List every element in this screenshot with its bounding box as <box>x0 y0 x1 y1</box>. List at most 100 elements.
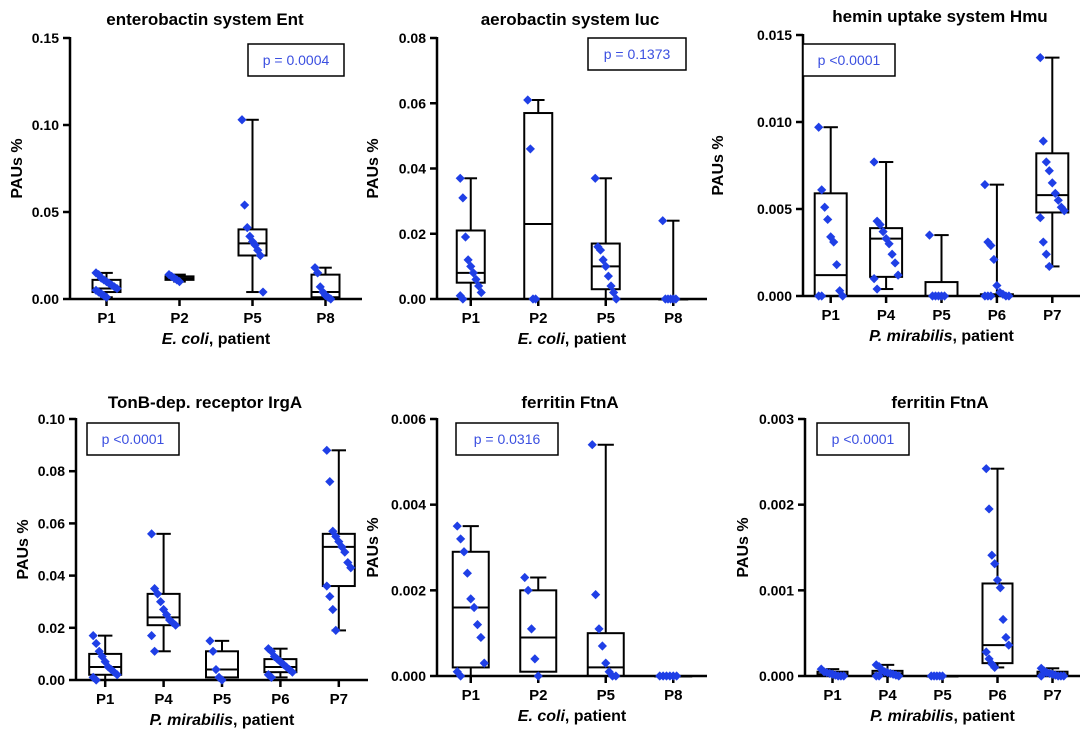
data-point <box>258 287 268 297</box>
box-P7 <box>1035 152 1070 214</box>
data-point <box>237 115 247 125</box>
y-axis-label: PAUs % <box>15 519 32 579</box>
data-point <box>1044 261 1054 272</box>
data-point <box>531 294 541 304</box>
data-point <box>839 671 849 681</box>
chart-title: TonB-dep. receptor IrgA <box>108 393 302 412</box>
data-point <box>255 250 265 261</box>
x-tick-label: P5 <box>213 691 231 708</box>
data-point <box>1035 53 1045 63</box>
data-point <box>217 675 227 685</box>
data-point <box>1044 166 1054 176</box>
data-point <box>94 646 104 656</box>
data-point <box>272 654 282 664</box>
data-point <box>609 287 619 298</box>
data-point <box>1004 291 1014 301</box>
data-point <box>1001 632 1011 643</box>
data-point <box>322 581 332 591</box>
data-point <box>884 239 894 249</box>
y-tick-label: 0.003 <box>759 411 794 427</box>
data-point <box>594 624 604 634</box>
data-point <box>281 662 291 672</box>
data-point <box>601 658 611 668</box>
x-axis-label-suffix: , patient <box>953 708 1015 725</box>
box-P1 <box>451 550 490 669</box>
data-point <box>1041 249 1051 259</box>
data-point <box>832 260 842 270</box>
data-point <box>984 654 994 664</box>
data-point <box>340 547 350 557</box>
y-tick-label: 0.02 <box>38 620 65 636</box>
x-tick-label: P5 <box>597 310 615 327</box>
data-point <box>328 604 338 615</box>
data-point <box>1035 213 1045 223</box>
data-point <box>890 258 900 268</box>
x-tick-label: P2 <box>529 687 547 704</box>
data-point <box>479 658 489 668</box>
data-point <box>456 534 466 544</box>
box-P1 <box>455 229 486 284</box>
data-point <box>526 624 537 634</box>
data-point <box>171 620 181 630</box>
data-point <box>346 563 356 573</box>
box-P2 <box>523 112 554 300</box>
data-point <box>869 274 879 284</box>
y-tick-label: 0.00 <box>399 291 426 307</box>
data-point <box>284 664 294 675</box>
y-tick-label: 0.000 <box>391 668 426 684</box>
y-tick-label: 0.15 <box>32 30 59 46</box>
x-tick-label: P8 <box>664 687 682 704</box>
data-point <box>313 268 323 278</box>
data-point <box>88 631 98 641</box>
box-P5 <box>205 650 239 679</box>
x-axis-label-species: P. mirabilis <box>869 328 952 345</box>
data-point <box>91 638 101 649</box>
x-tick-label: P8 <box>664 310 682 327</box>
x-tick-label: P1 <box>823 687 841 704</box>
p-value-label: p <0.0001 <box>102 431 165 447</box>
x-tick-label: P2 <box>529 310 547 327</box>
x-tick-label: P1 <box>96 691 114 708</box>
data-point <box>875 220 885 230</box>
data-point <box>459 547 469 557</box>
p-value-label: p = 0.0316 <box>474 431 541 447</box>
x-tick-label: P5 <box>932 307 950 324</box>
x-tick-label: P2 <box>170 310 188 327</box>
y-tick-label: 0.08 <box>399 30 426 46</box>
y-tick-label: 0.10 <box>32 117 59 133</box>
data-point <box>455 173 465 183</box>
x-axis-label-suffix: , patient <box>209 331 271 348</box>
data-point <box>1004 640 1014 650</box>
x-axis-label-species: P. mirabilis <box>870 708 953 725</box>
x-tick-label: P5 <box>933 687 951 704</box>
y-tick-label: 0.04 <box>399 161 426 177</box>
box-P7 <box>321 532 356 588</box>
x-axis-label: P. mirabilis, patient <box>870 708 1015 725</box>
data-point <box>147 631 157 641</box>
data-point <box>466 594 476 604</box>
y-axis-label: PAUs % <box>365 138 382 198</box>
data-point <box>671 294 681 304</box>
data-point <box>603 271 613 281</box>
x-axis-label-species: P. mirabilis <box>150 712 233 729</box>
data-point <box>530 654 540 664</box>
data-point <box>328 526 338 536</box>
x-axis-label: E. coli, patient <box>518 708 627 725</box>
x-tick-label: P5 <box>243 310 261 327</box>
y-tick-label: 0.00 <box>38 672 65 688</box>
data-point <box>611 294 621 304</box>
data-point <box>1053 195 1063 205</box>
data-point <box>476 287 486 298</box>
data-point <box>472 620 483 630</box>
data-point <box>240 200 250 210</box>
x-axis-label-suffix: , patient <box>233 712 295 729</box>
p-value-box <box>247 43 345 77</box>
data-point <box>995 287 1005 298</box>
x-axis-label-species: E. coli <box>162 331 210 348</box>
x-tick-label: P1 <box>822 307 840 324</box>
data-point <box>525 144 535 154</box>
data-point <box>823 214 833 225</box>
data-point <box>893 270 903 280</box>
data-point <box>343 557 353 568</box>
